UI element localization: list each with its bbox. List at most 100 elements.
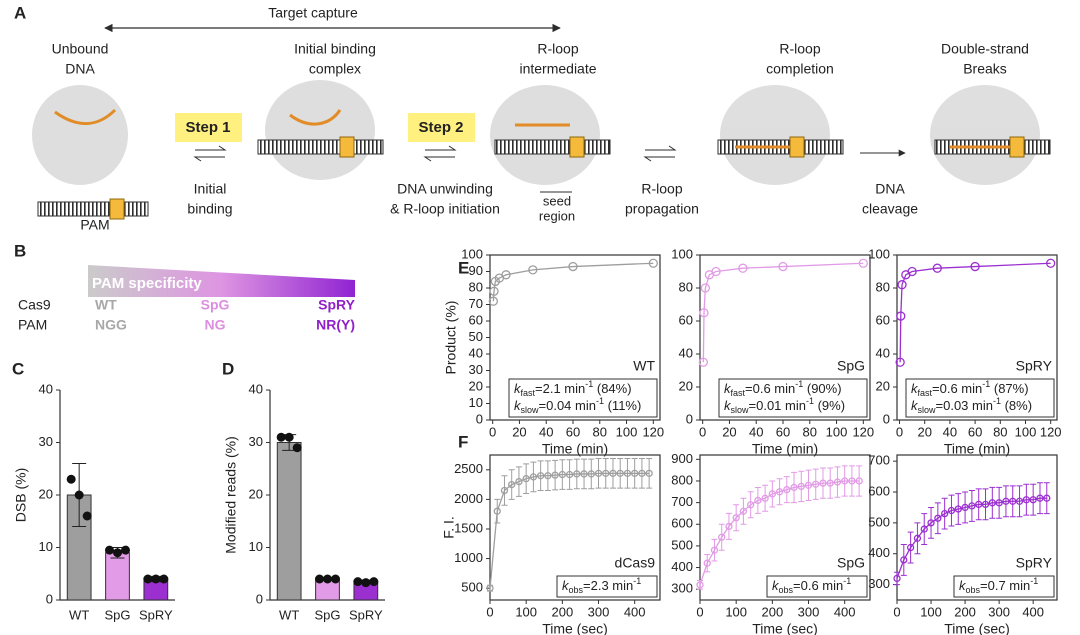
series-label: SpRY — [1016, 358, 1053, 374]
data-point — [121, 545, 130, 555]
y-tick-label: 30 — [469, 362, 483, 377]
y-tick-label: 500 — [461, 580, 483, 595]
data-point — [797, 482, 805, 491]
data-point — [500, 486, 509, 495]
stage-label: DNA — [65, 61, 95, 77]
y-tick-label: 0 — [686, 411, 693, 426]
data-point — [970, 261, 980, 272]
annotation: kfast=0.6 min-1 (90%) — [724, 379, 842, 398]
x-tick-label: 20 — [512, 424, 526, 439]
stage-label: Breaks — [963, 61, 1007, 77]
x-tick-label: SpRY — [139, 607, 173, 622]
data-point — [151, 574, 161, 584]
y-tick-label: 100 — [868, 246, 890, 261]
annotation-symbol: k — [514, 398, 522, 413]
error-bar — [827, 467, 834, 499]
y-tick-label: 40 — [249, 381, 263, 396]
x-tick-label: 100 — [920, 604, 942, 619]
frame — [489, 454, 661, 601]
fit-line — [492, 262, 654, 302]
data-point — [565, 470, 574, 479]
data-point — [594, 469, 603, 477]
error-bar — [537, 460, 544, 492]
error-bar — [544, 460, 551, 492]
data-point — [361, 578, 371, 588]
error-bar — [602, 458, 609, 489]
fit-line — [899, 262, 1051, 363]
y-tick-label: 0 — [476, 411, 483, 426]
data-point — [276, 432, 286, 442]
error-bar — [841, 465, 848, 497]
annotation-sub: obs — [966, 585, 981, 595]
frame — [699, 254, 871, 421]
error-bar — [740, 497, 747, 525]
annotation-symbol: k — [562, 578, 570, 593]
annotation: kobs=0.6 min-1 — [772, 576, 851, 595]
variant-name: WT — [95, 297, 117, 313]
transition-label: DNA unwinding — [397, 181, 493, 197]
error-bar — [856, 465, 863, 497]
data-point — [82, 511, 92, 521]
error-bar — [1036, 482, 1043, 515]
y-tick-label: 1000 — [454, 550, 483, 565]
data-point — [896, 311, 906, 321]
data-point — [493, 507, 501, 515]
data-point — [353, 577, 363, 587]
error-bar — [975, 488, 982, 521]
error-bar — [928, 506, 935, 539]
capture-title: Target capture — [268, 5, 358, 21]
data-point — [529, 473, 538, 481]
data-point — [703, 559, 711, 567]
data-point — [536, 472, 545, 480]
annotation-sup: -1 — [843, 576, 851, 586]
error-bar — [819, 467, 826, 499]
data-point — [1036, 494, 1044, 502]
annotation-box — [953, 575, 1055, 598]
y-axis-label: Modified reads (%) — [223, 436, 239, 554]
x-tick-label: 400 — [1022, 604, 1044, 619]
x-axis-label: Time (sec) — [542, 621, 608, 635]
error-bar — [704, 554, 711, 573]
x-tick-label: 200 — [761, 604, 783, 619]
error-bar — [711, 538, 718, 562]
annotation-note: (8%) — [1001, 398, 1032, 413]
error-bar — [948, 494, 955, 527]
annotation-value: =2.3 min — [583, 578, 633, 593]
series-label: SpG — [837, 358, 865, 374]
annotation-sub: fast — [521, 388, 536, 398]
error-bar — [559, 459, 566, 490]
data-point — [804, 481, 813, 489]
data-point — [848, 477, 856, 485]
x-tick-label: 60 — [968, 424, 982, 439]
annotation-value: =0.6 min — [932, 381, 982, 396]
data-point — [631, 469, 639, 477]
gradient-label: PAM specificity — [92, 275, 202, 292]
data-point — [746, 501, 755, 509]
x-tick-label: 120 — [642, 424, 664, 439]
data-point — [833, 478, 842, 486]
transition-label: cleavage — [862, 201, 918, 217]
data-point — [961, 503, 969, 512]
series-label: WT — [633, 358, 655, 374]
error-bar — [515, 466, 522, 497]
series-label: dCas9 — [615, 555, 656, 571]
data-point — [66, 474, 76, 484]
y-tick-label: 0 — [883, 411, 890, 426]
annotation: kslow=0.03 min-1 (8%) — [911, 396, 1032, 415]
y-tick-label: 80 — [469, 279, 483, 294]
data-point — [841, 477, 849, 485]
annotation-sup: -1 — [982, 379, 990, 389]
x-tick-label: 100 — [616, 424, 638, 439]
data-point — [790, 483, 798, 492]
y-tick-label: 700 — [671, 494, 693, 509]
fit-line — [702, 262, 864, 363]
y-tick-label: 20 — [249, 486, 263, 501]
error-bar — [725, 512, 732, 540]
data-point — [981, 500, 990, 509]
y-tick-label: 80 — [679, 279, 693, 294]
x-tick-label: 200 — [954, 604, 976, 619]
error-bar — [573, 458, 580, 490]
error-bar — [848, 465, 855, 497]
data-point — [602, 469, 610, 477]
